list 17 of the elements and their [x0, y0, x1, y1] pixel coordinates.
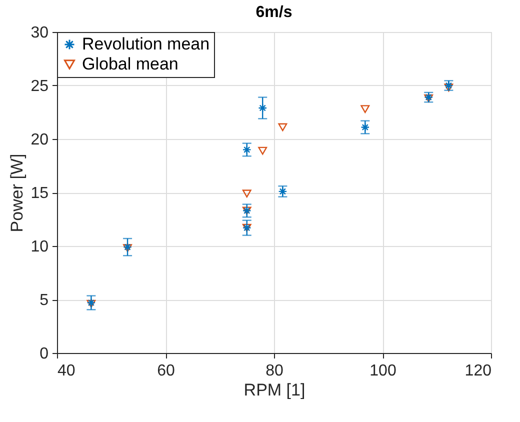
y-tick-label: 15 — [30, 185, 49, 202]
y-tick-label: 5 — [40, 292, 49, 309]
y-tick-label: 20 — [30, 132, 49, 148]
y-tick-label: 10 — [30, 238, 49, 256]
x-axis-title: RPM [1] — [244, 380, 306, 400]
x-tick-label: 100 — [370, 362, 396, 380]
y-tick-label: 30 — [30, 24, 49, 42]
x-tick-label: 120 — [464, 362, 492, 380]
legend-label: Global mean — [82, 54, 178, 74]
legend-label: Revolution mean — [82, 34, 210, 54]
x-tick-label: 60 — [157, 362, 175, 380]
y-axis-title: Power [W] — [8, 154, 27, 232]
y-tick-label: 0 — [40, 346, 49, 362]
y-tick-label: 25 — [30, 78, 49, 95]
chart-title: 6m/s — [256, 4, 292, 21]
x-tick-label: 40 — [58, 362, 76, 380]
x-tick-label: 80 — [266, 362, 284, 380]
